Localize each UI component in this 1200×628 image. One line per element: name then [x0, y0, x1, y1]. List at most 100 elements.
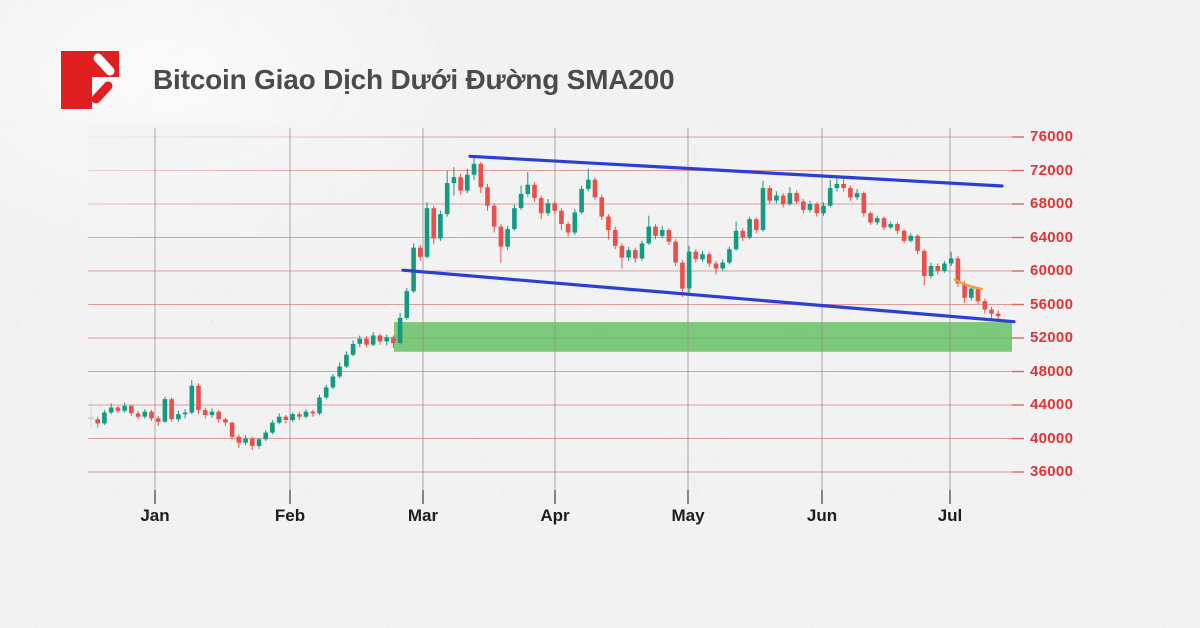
candle — [478, 162, 484, 194]
candle — [854, 188, 860, 200]
candle-body — [760, 188, 766, 230]
candle — [565, 221, 571, 237]
candle-body — [431, 208, 436, 239]
candle-body — [357, 338, 363, 344]
candle — [807, 200, 813, 213]
candle-body — [767, 188, 772, 201]
candle — [794, 190, 799, 204]
candle — [693, 249, 699, 263]
candle — [512, 204, 517, 231]
candle-body — [525, 184, 531, 194]
candle-body — [444, 183, 450, 215]
candle-body — [344, 354, 349, 367]
candle-body — [989, 309, 994, 314]
candle — [202, 407, 208, 419]
candle — [713, 260, 719, 275]
candle — [431, 205, 436, 245]
candle-body — [559, 210, 564, 225]
candle — [485, 183, 490, 211]
candle-body — [747, 219, 752, 238]
candle-body — [438, 214, 443, 239]
candle-body — [102, 412, 107, 424]
candle-body — [807, 204, 813, 210]
candle-body — [801, 201, 806, 210]
candle-body — [276, 416, 282, 423]
candle — [364, 336, 369, 348]
candle-body — [888, 224, 893, 228]
candle-body — [700, 254, 705, 260]
candle — [391, 335, 396, 349]
candle-body — [774, 195, 779, 201]
candle — [142, 409, 148, 419]
candle-body — [290, 414, 295, 421]
brand-logo — [61, 51, 119, 109]
candle — [888, 221, 893, 230]
candle — [518, 185, 524, 210]
candle-body — [323, 387, 329, 398]
candle-body — [370, 335, 376, 345]
candle-body — [115, 407, 121, 411]
candle-body — [498, 226, 504, 247]
candle — [498, 224, 504, 263]
candle — [236, 434, 242, 448]
candle-body — [317, 397, 322, 414]
candle — [471, 156, 477, 180]
candle — [633, 247, 638, 263]
candle-body — [471, 163, 477, 175]
candle-body — [868, 213, 873, 223]
candle — [780, 193, 786, 208]
candle — [297, 411, 302, 421]
candle — [579, 185, 584, 215]
candle — [814, 202, 820, 217]
candle-body — [579, 188, 584, 213]
candle — [740, 228, 746, 241]
x-tick-label: Mar — [407, 506, 439, 525]
candle-body — [532, 184, 537, 199]
candle-body — [619, 245, 625, 258]
candle-body — [955, 258, 961, 284]
candle-body — [787, 193, 793, 204]
sma200-line-segment — [953, 278, 984, 291]
candle-body — [538, 198, 544, 214]
candle — [948, 251, 954, 266]
candle — [975, 286, 981, 304]
candle-body — [713, 263, 719, 269]
y-tick-label: 40000 — [1030, 429, 1074, 447]
candle-body — [928, 266, 934, 276]
candle-body — [303, 411, 309, 417]
candle-body — [908, 235, 914, 241]
candle-body — [216, 411, 221, 420]
candle — [370, 332, 376, 347]
candle — [337, 362, 342, 379]
candle-body — [982, 301, 988, 310]
candle — [310, 410, 316, 417]
candle — [182, 409, 188, 419]
logo-red-slash — [91, 81, 113, 104]
candle-body — [87, 416, 95, 420]
candle — [834, 177, 840, 192]
candle-body — [680, 262, 685, 289]
candle-body — [673, 241, 678, 263]
candle-body — [592, 179, 598, 198]
month-gridlines — [154, 128, 951, 504]
candle-body — [659, 230, 665, 236]
candle-body — [915, 235, 920, 251]
candle — [586, 168, 591, 192]
candle-body — [424, 208, 430, 257]
candle — [270, 420, 275, 435]
candle-body — [297, 414, 302, 417]
candle-body — [948, 258, 954, 264]
candle — [424, 202, 430, 259]
candle-body — [686, 251, 692, 289]
candle — [700, 250, 705, 262]
candle-body — [962, 283, 967, 298]
candles — [87, 156, 1001, 451]
candle — [243, 435, 248, 446]
candle — [915, 234, 920, 255]
candle-body — [942, 263, 947, 271]
x-tick-label: May — [671, 506, 705, 525]
candle — [149, 410, 154, 421]
candle-body — [189, 385, 195, 413]
candle — [525, 172, 531, 197]
y-tick-label: 64000 — [1030, 228, 1074, 246]
